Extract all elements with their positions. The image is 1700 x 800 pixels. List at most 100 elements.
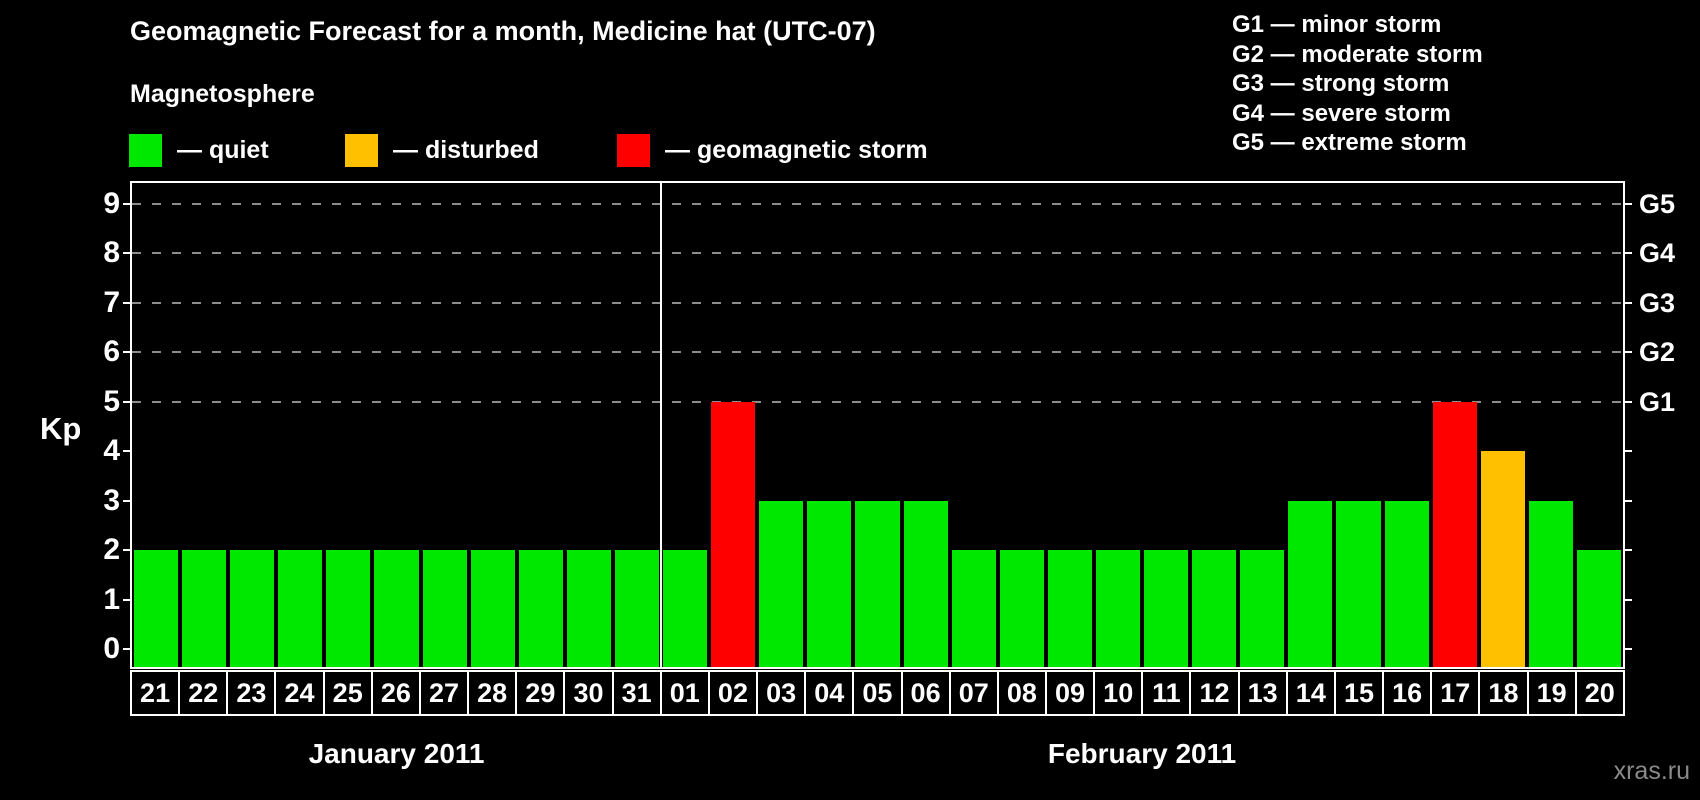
day-label-cell: 30 (563, 670, 614, 716)
legend-item-quiet: — quiet (129, 133, 269, 167)
day-label-cell: 24 (274, 670, 325, 716)
legend-item-disturbed: — disturbed (345, 133, 539, 167)
disturbed-color-swatch (345, 133, 378, 167)
right-axis-g-label: G5 (1639, 188, 1676, 219)
day-label-cell: 31 (611, 670, 662, 716)
right-axis-tick (1623, 450, 1632, 452)
kp-bar-day-18 (1480, 451, 1525, 667)
day-label-cell: 27 (418, 670, 470, 716)
kp-bar-day-25 (326, 550, 371, 667)
left-axis-tick (123, 351, 132, 353)
y-axis-tick-label: 2 (103, 533, 120, 566)
right-axis-g-label: G2 (1639, 337, 1676, 367)
kp-bar-day-22 (182, 550, 227, 667)
kp-bar-day-05 (855, 500, 900, 667)
kp-bar-day-12 (1192, 550, 1237, 667)
day-label-cell: 03 (756, 670, 807, 716)
legend-item-label: — quiet (177, 135, 269, 164)
kp-bar-day-28 (470, 550, 515, 667)
storm-color-swatch (617, 133, 650, 167)
gridline-kp8 (132, 252, 1623, 254)
kp-bar-day-14 (1288, 500, 1333, 667)
kp-bar-day-08 (999, 550, 1044, 667)
left-axis-tick (123, 549, 132, 551)
y-axis-tick-label: 3 (103, 483, 120, 517)
gridline-kp6 (132, 351, 1623, 353)
kp-bar-day-27 (422, 550, 467, 667)
quiet-color-swatch (129, 133, 162, 167)
y-axis-tick-label: 6 (103, 335, 120, 368)
right-axis-tick (1623, 301, 1632, 304)
month-separator-line (660, 183, 663, 667)
gridline-kp7 (132, 301, 1623, 304)
kp-bar-day-24 (278, 550, 323, 667)
left-axis-tick (123, 598, 132, 601)
kp-bar-day-13 (1240, 550, 1285, 667)
day-label-cell: 18 (1478, 670, 1529, 716)
y-axis-tick-label: 0 (103, 632, 120, 665)
day-label-cell: 13 (1237, 670, 1288, 716)
y-axis-tick-label: 5 (103, 384, 120, 418)
y-axis-tick-label: 1 (103, 582, 120, 616)
day-label-cell: 29 (515, 670, 566, 716)
y-axis-tick-label: 7 (103, 285, 120, 319)
g-scale-legend-line-g5: G5 — extreme storm (1232, 129, 1467, 157)
g-scale-legend-line-g1: G1 — minor storm (1232, 11, 1442, 38)
g-scale-legend: G1 — minor storm G2 — moderate storm G3 … (1232, 10, 1483, 158)
kp-bar-day-04 (807, 500, 852, 667)
day-label-cell: 11 (1141, 670, 1192, 716)
right-axis-tick (1623, 252, 1632, 254)
day-label-cell: 10 (1093, 670, 1144, 716)
kp-bar-day-20 (1576, 550, 1621, 667)
g-scale-legend-line-g3: G3 — strong storm (1232, 70, 1450, 98)
day-label-cell: 09 (1044, 670, 1096, 716)
left-axis-tick (123, 450, 132, 452)
day-label-cell: 21 (130, 670, 181, 716)
day-axis-row: 21 22 23 24 25 26 27 28 29 30 31 01 02 03 04 05 06 07 08 09… (130, 670, 1625, 716)
day-label-cell: 15 (1333, 670, 1385, 716)
day-label-cell: 04 (804, 670, 855, 716)
right-axis-tick (1623, 202, 1632, 205)
day-label-cell: 02 (707, 670, 759, 716)
day-label-cell: 22 (178, 670, 229, 716)
kp-bar-day-15 (1336, 500, 1381, 667)
day-label-cell: 01 (659, 670, 710, 716)
day-label-cell: 19 (1526, 670, 1577, 716)
y-axis-tick-label: 9 (103, 186, 120, 220)
kp-bar-day-30 (566, 550, 611, 667)
kp-bar-day-07 (951, 550, 996, 667)
kp-bar-day-21 (134, 550, 179, 667)
day-label-cell: 26 (370, 670, 421, 716)
plot-area-frame (130, 181, 1625, 669)
kp-bar-day-31 (614, 550, 660, 667)
left-axis-tick (123, 499, 132, 502)
right-axis-tick (1623, 499, 1632, 502)
gridline-kp5 (132, 400, 1623, 403)
right-axis-tick (1623, 648, 1632, 650)
left-axis-tick (123, 648, 132, 650)
kp-bar-day-16 (1384, 500, 1429, 667)
kp-bar-day-02 (711, 401, 756, 667)
day-label-cell: 14 (1285, 670, 1336, 716)
right-axis-g-label: G1 (1639, 386, 1676, 417)
month-label: February 2011 (1047, 738, 1237, 769)
day-label-cell: 08 (996, 670, 1047, 716)
right-axis-tick (1623, 351, 1632, 353)
day-label-cell: 28 (467, 670, 518, 716)
day-label-cell: 25 (322, 670, 373, 716)
legend-item-label: — disturbed (393, 135, 539, 164)
day-label-cell: 20 (1574, 670, 1625, 716)
kp-bar-day-26 (374, 550, 419, 667)
right-axis-tick (1623, 598, 1632, 601)
kp-bar-day-29 (518, 550, 563, 667)
gridline-kp9 (132, 202, 1623, 205)
day-label-cell: 05 (852, 670, 903, 716)
left-axis-tick (123, 252, 132, 254)
kp-bar-day-23 (230, 550, 275, 667)
y-axis-tick-label: 8 (103, 236, 120, 269)
day-label-cell: 12 (1189, 670, 1240, 716)
kp-bar-day-03 (759, 500, 804, 667)
magnetosphere-label: Magnetosphere (130, 80, 315, 108)
day-label-cell: 16 (1382, 670, 1433, 716)
right-axis-tick (1623, 400, 1632, 403)
